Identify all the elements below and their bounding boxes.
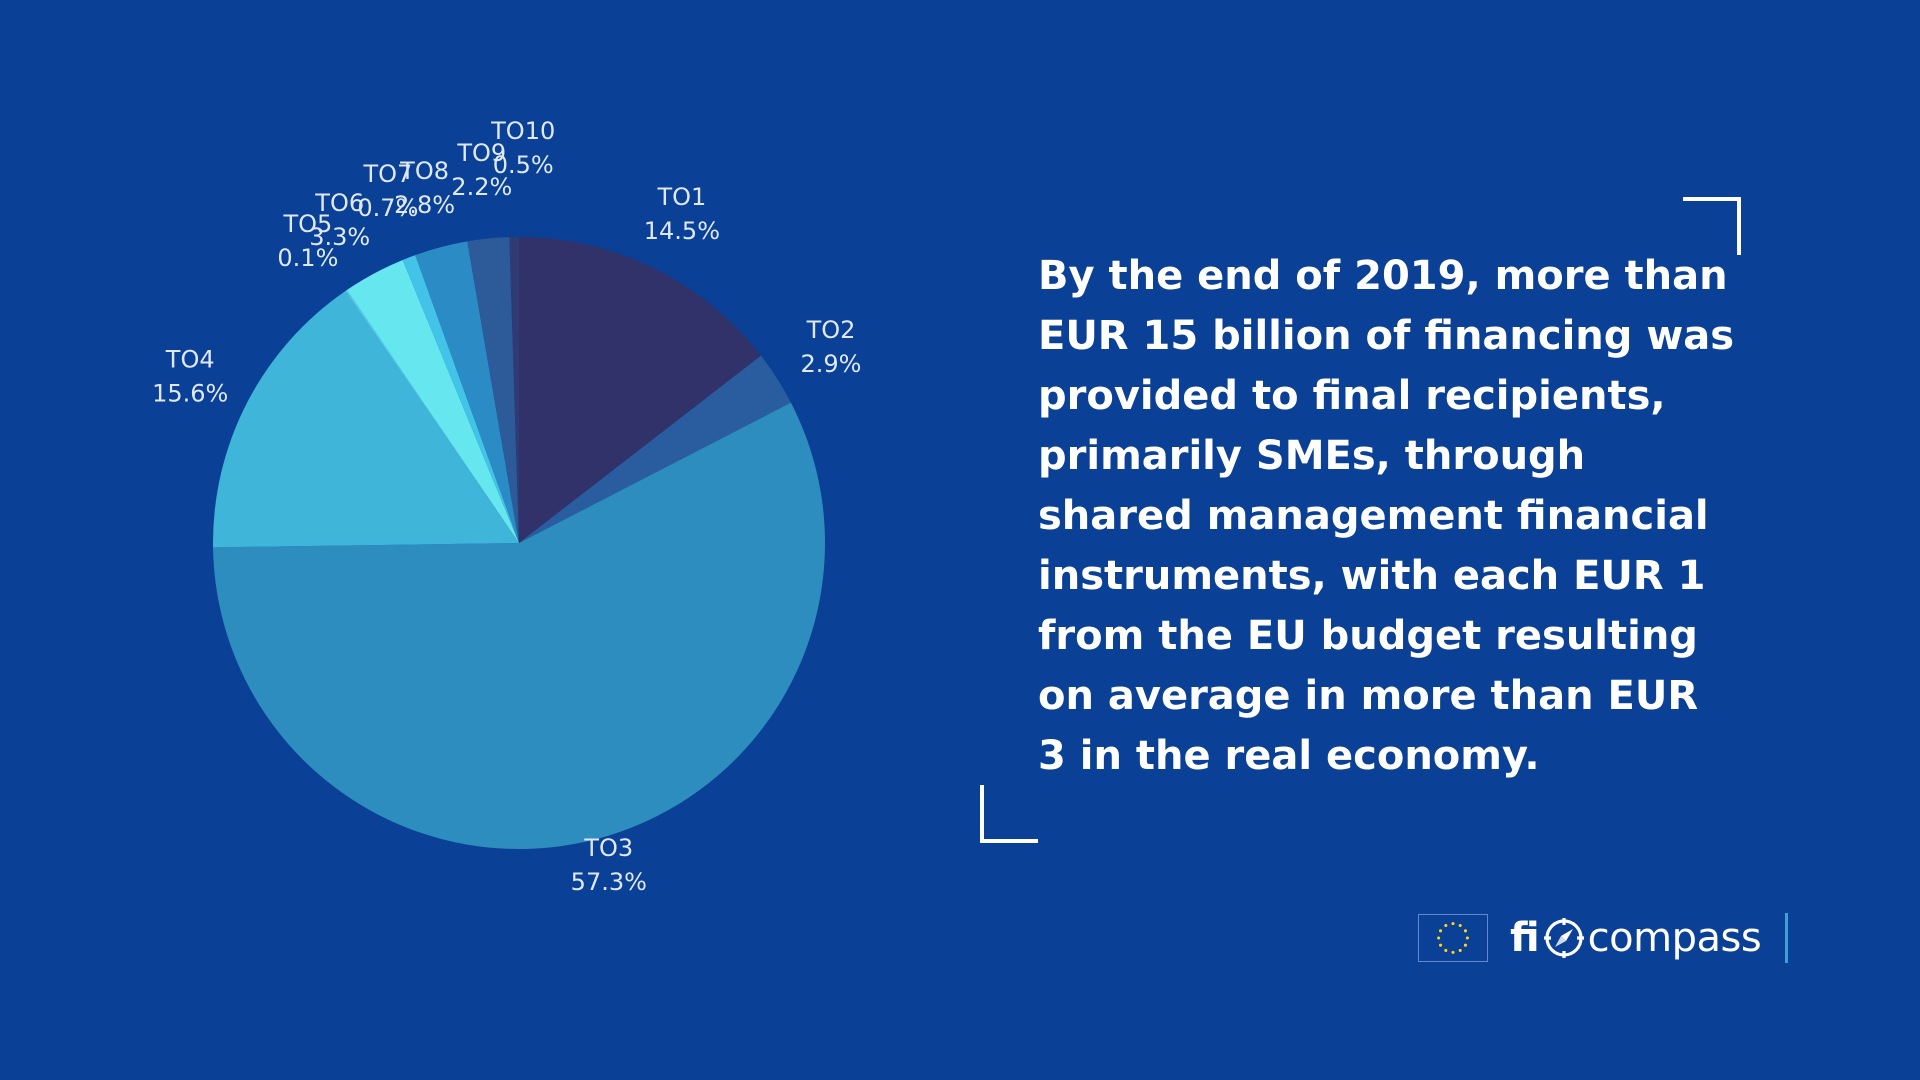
eu-star: [1458, 948, 1462, 952]
slice-label-name-to5: TO5: [282, 210, 332, 238]
slice-label-name-to4: TO4: [165, 345, 215, 373]
eu-star: [1444, 924, 1448, 928]
eu-star: [1444, 948, 1448, 952]
pie-slice-to4: [212, 291, 520, 548]
pie-slices: [212, 237, 825, 850]
brand-fi-text: fi: [1510, 915, 1540, 961]
compass-icon: [1543, 918, 1584, 958]
eu-star: [1458, 924, 1462, 928]
eu-star: [1465, 936, 1469, 940]
pie-slice-to8: [415, 241, 519, 543]
pie-slice-to2: [519, 355, 791, 543]
slice-label-value-to9: 2.2%: [451, 173, 512, 201]
eu-star: [1451, 922, 1455, 926]
pie-slice-to7: [402, 255, 519, 543]
eu-flag-icon: [1418, 914, 1488, 962]
slice-label-name-to6: TO6: [314, 189, 364, 217]
statement-text: By the end of 2019, more than EUR 15 bil…: [1038, 253, 1735, 779]
corner-bracket-bottom-left: [980, 785, 1038, 843]
slice-label-name-to3: TO3: [583, 834, 633, 862]
slice-label-name-to10: TO10: [490, 117, 555, 145]
pie-slice-to1: [519, 237, 761, 543]
eu-star: [1463, 929, 1467, 933]
eu-star: [1451, 950, 1455, 954]
slice-label-value-to5: 0.1%: [277, 244, 338, 272]
slice-label-value-to3: 57.3%: [571, 868, 647, 896]
pie-chart: TO1 14.5% TO2 2.9% TO3 57.3% TO4 15.6% TO5 0.1% TO…: [152, 117, 861, 896]
eu-star: [1439, 943, 1443, 947]
pie-slice-to3: [213, 402, 825, 850]
eu-star: [1463, 943, 1467, 947]
slice-label-name-to7: TO7: [362, 160, 412, 188]
brand-compass-text: compass: [1587, 915, 1762, 961]
slice-label-value-to7: 0.7%: [357, 194, 418, 222]
pie-labels: TO1 14.5% TO2 2.9% TO3 57.3% TO4 15.6% TO5 0.1% TO…: [152, 117, 861, 896]
logo-row: fi compass: [1418, 912, 1789, 964]
slice-label-name-to8: TO8: [399, 157, 449, 185]
slice-label-value-to4: 15.6%: [152, 379, 228, 407]
slice-label-value-to10: 0.5%: [493, 151, 554, 179]
fi-compass-logo: fi compass: [1510, 912, 1762, 964]
slice-label-name-to2: TO2: [806, 316, 856, 344]
slice-label-name-to9: TO9: [456, 139, 506, 167]
pie-slice-to5: [345, 290, 519, 543]
pie-slice-to9: [467, 237, 519, 543]
corner-bracket-top-right: [1683, 197, 1741, 255]
slice-label-value-to1: 14.5%: [644, 217, 720, 245]
eu-star: [1439, 929, 1443, 933]
logo-divider: [1785, 913, 1789, 963]
eu-star: [1437, 936, 1441, 940]
pie-slice-to6: [346, 259, 519, 543]
slice-label-value-to6: 3.3%: [309, 223, 370, 251]
slice-label-value-to8: 2.8%: [394, 191, 455, 219]
slice-label-name-to1: TO1: [656, 183, 706, 211]
slice-label-value-to2: 2.9%: [801, 350, 862, 378]
pie-slice-to10: [509, 237, 519, 543]
